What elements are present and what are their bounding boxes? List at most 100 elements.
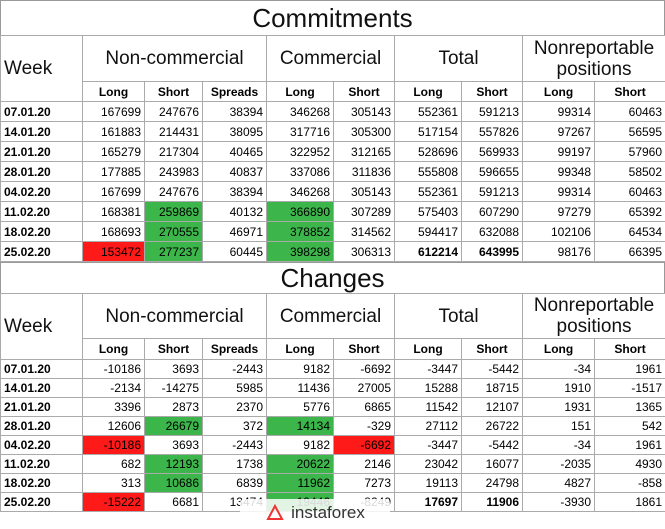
value-cell: -34 xyxy=(522,359,596,379)
section-title: Changes xyxy=(0,262,665,293)
value-cell: 177885 xyxy=(82,161,145,182)
value-cell: 6839 xyxy=(202,473,267,493)
value-cell: -10186 xyxy=(82,359,145,379)
column-header: Long xyxy=(266,338,334,360)
value-cell: 17697 xyxy=(394,492,463,512)
value-cell: 97279 xyxy=(522,201,596,222)
value-cell: 307289 xyxy=(332,201,396,222)
value-cell: 12606 xyxy=(82,416,145,436)
week-cell: 14.01.20 xyxy=(0,121,83,142)
column-header: Spreads xyxy=(202,338,267,360)
value-cell: 23042 xyxy=(394,454,463,474)
column-header: Short xyxy=(594,338,665,360)
column-header: Spreads xyxy=(202,81,267,102)
value-cell: -2035 xyxy=(522,454,596,474)
data-row: 04.02.20 -10186 3693 -2443 9182 -6692 -3447 -54… xyxy=(0,435,665,455)
group-header: Nonreportable positions xyxy=(522,293,665,339)
group-header: Total xyxy=(394,293,524,339)
value-cell: 15288 xyxy=(394,378,463,398)
value-cell: 5776 xyxy=(266,397,334,417)
value-cell: 317716 xyxy=(266,121,334,142)
week-cell: 11.02.20 xyxy=(0,201,83,222)
report: Commitments Week Non-commercial Commercial T… xyxy=(0,0,665,512)
data-row: 25.02.20 153472 277237 60445 398298 306313 612… xyxy=(0,241,665,262)
value-cell: -14275 xyxy=(144,378,203,398)
value-cell: 153472 xyxy=(82,241,145,262)
value-cell: 38394 xyxy=(202,181,267,202)
value-cell: 27005 xyxy=(332,378,396,398)
section-title: Commitments xyxy=(0,0,665,35)
watermark-text: instaforex xyxy=(291,503,365,522)
value-cell: 305300 xyxy=(332,121,396,142)
data-row: 11.02.20 168381 259869 40132 366890 307289 575… xyxy=(0,201,665,222)
header-row: Week Non-commercial Commercial Total Nonrepo… xyxy=(0,35,665,102)
value-cell: 20622 xyxy=(266,454,334,474)
value-cell: 165279 xyxy=(82,141,145,162)
data-row: 11.02.20 682 12193 1738 20622 2146 23042 16077-… xyxy=(0,454,665,474)
value-cell: 99314 xyxy=(522,101,596,122)
data-row: 14.01.20 -2134 -14275 5985 11436 27005 15288 18… xyxy=(0,378,665,398)
value-cell: 517154 xyxy=(394,121,463,142)
value-cell: 12193 xyxy=(144,454,203,474)
value-cell: -3930 xyxy=(522,492,596,512)
value-cell: -10186 xyxy=(82,435,145,455)
column-header: Short xyxy=(332,338,396,360)
value-cell: 40132 xyxy=(202,201,267,222)
subheader-row: Long Short Spreads Long Short Long Short Long Sh… xyxy=(1,338,665,360)
value-cell: 99348 xyxy=(522,161,596,182)
value-cell: 98176 xyxy=(522,241,596,262)
value-cell: 346268 xyxy=(266,101,334,122)
value-cell: 305143 xyxy=(332,181,396,202)
value-cell: 2873 xyxy=(144,397,203,417)
watermark: instaforex xyxy=(240,499,390,527)
value-cell: 40837 xyxy=(202,161,267,182)
value-cell: 322952 xyxy=(266,141,334,162)
value-cell: 16077 xyxy=(461,454,524,474)
week-cell: 18.02.20 xyxy=(0,473,83,493)
week-cell: 11.02.20 xyxy=(0,454,83,474)
value-cell: 11906 xyxy=(461,492,524,512)
week-cell: 25.02.20 xyxy=(0,241,83,262)
value-cell: 64534 xyxy=(594,221,665,242)
week-cell: 04.02.20 xyxy=(0,435,83,455)
data-row: 04.02.20 167699 247676 38394 346268 305143 552… xyxy=(0,181,665,202)
value-cell: 99197 xyxy=(522,141,596,162)
value-cell: 312165 xyxy=(332,141,396,162)
value-cell: 27112 xyxy=(394,416,463,436)
value-cell: 569933 xyxy=(461,141,524,162)
value-cell: 247676 xyxy=(144,101,203,122)
value-cell: 305143 xyxy=(332,101,396,122)
column-header: Short xyxy=(144,338,203,360)
value-cell: 247676 xyxy=(144,181,203,202)
value-cell: 591213 xyxy=(461,181,524,202)
value-cell: 1961 xyxy=(594,359,665,379)
column-header: Long xyxy=(394,338,463,360)
week-header: Week xyxy=(0,35,83,102)
week-cell: 25.02.20 xyxy=(0,492,83,512)
value-cell: 555808 xyxy=(394,161,463,182)
week-header: Week xyxy=(0,293,83,360)
value-cell: 1961 xyxy=(594,435,665,455)
value-cell: 26679 xyxy=(144,416,203,436)
value-cell: 99314 xyxy=(522,181,596,202)
group-header: Nonreportable positions xyxy=(522,35,665,82)
column-header: Short xyxy=(461,81,524,102)
column-header: Long xyxy=(82,338,145,360)
value-cell: 314562 xyxy=(332,221,396,242)
column-header: Short xyxy=(594,81,665,102)
value-cell: 3693 xyxy=(144,435,203,455)
week-cell: 04.02.20 xyxy=(0,181,83,202)
week-cell: 07.01.20 xyxy=(0,101,83,122)
group-header: Total xyxy=(394,35,524,82)
column-header: Short xyxy=(332,81,396,102)
value-cell: 26722 xyxy=(461,416,524,436)
value-cell: 214431 xyxy=(144,121,203,142)
value-cell: 12107 xyxy=(461,397,524,417)
data-row: 28.01.20 177885 243983 40837 337086 311836 555… xyxy=(0,161,665,182)
value-cell: 38394 xyxy=(202,101,267,122)
week-cell: 14.01.20 xyxy=(0,378,83,398)
column-header: Long xyxy=(522,338,596,360)
value-cell: 306313 xyxy=(332,241,396,262)
value-cell: 58502 xyxy=(594,161,665,182)
